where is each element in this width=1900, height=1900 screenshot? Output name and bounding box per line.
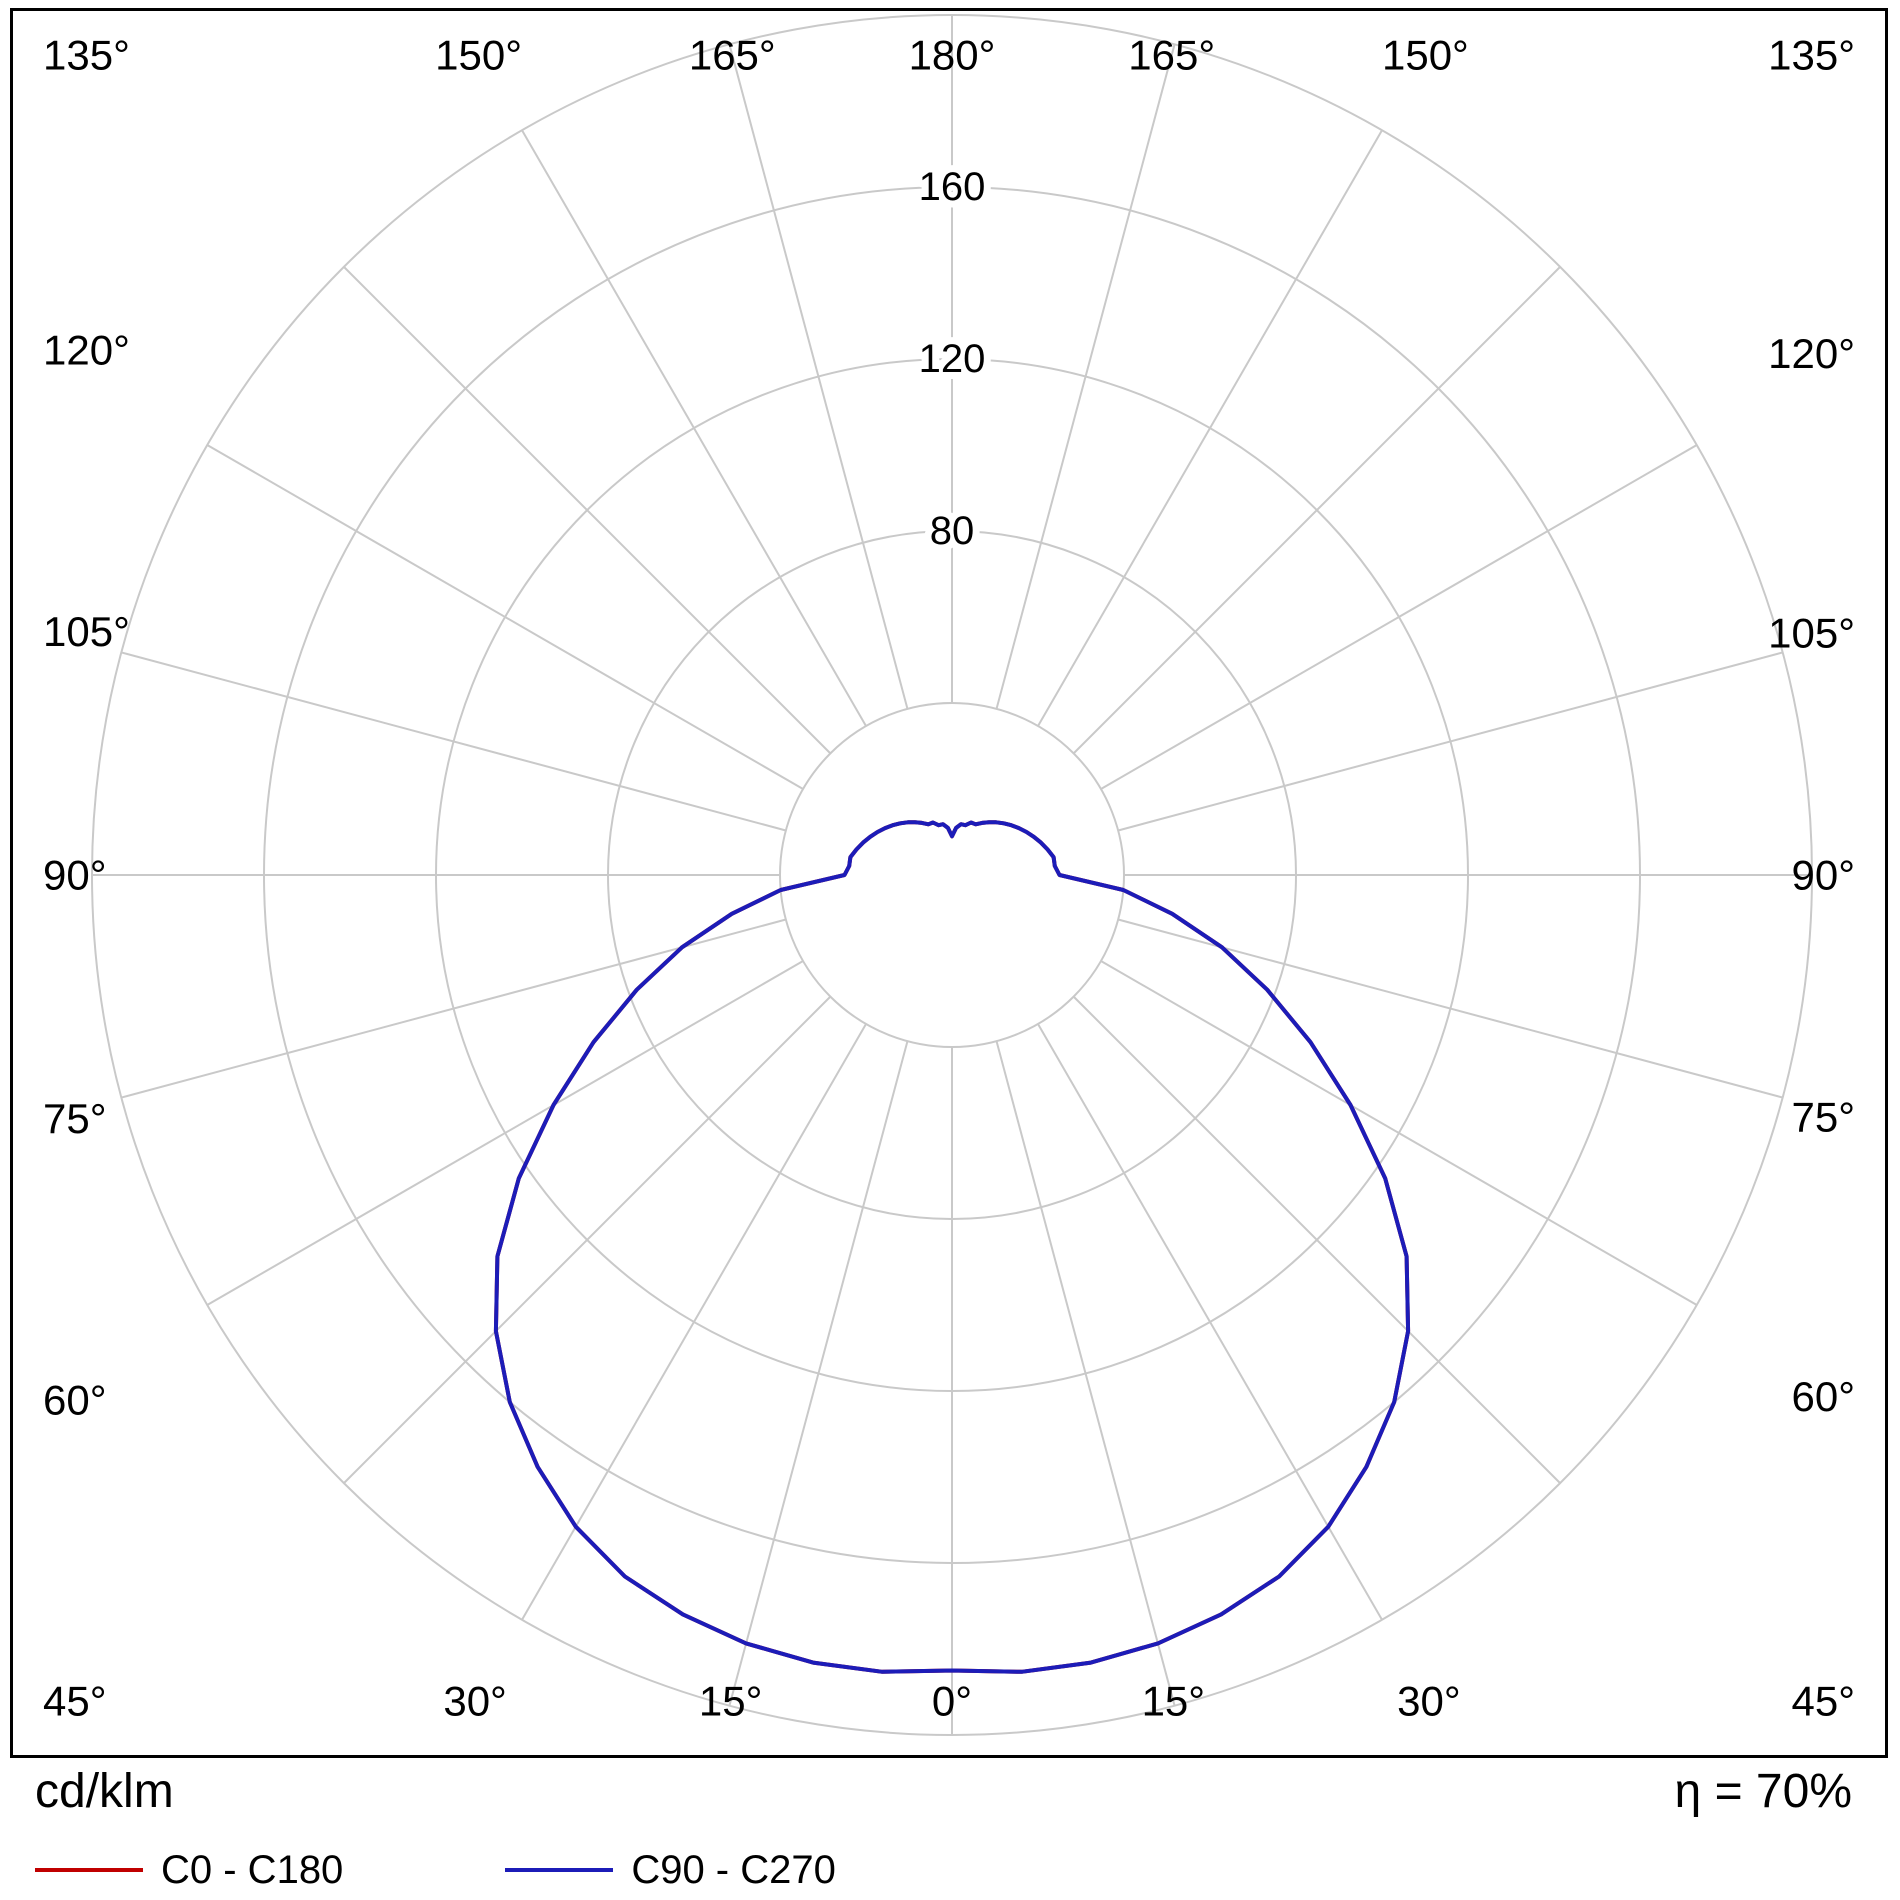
legend-item-c90-c270: C90 - C270 <box>505 1848 836 1893</box>
svg-text:120°: 120° <box>43 327 130 374</box>
svg-text:180°: 180° <box>909 32 996 79</box>
footer-row: cd/klm η = 70% <box>35 1764 1852 1818</box>
svg-text:30°: 30° <box>1397 1678 1461 1725</box>
legend-label-c0: C0 - C180 <box>161 1847 344 1892</box>
legend-label-c90: C90 - C270 <box>631 1847 836 1892</box>
svg-text:75°: 75° <box>43 1095 107 1142</box>
svg-text:150°: 150° <box>1382 32 1469 79</box>
unit-label: cd/klm <box>35 1764 174 1818</box>
svg-text:30°: 30° <box>443 1678 507 1725</box>
svg-text:90°: 90° <box>1791 852 1855 899</box>
svg-text:165°: 165° <box>689 32 776 79</box>
svg-text:60°: 60° <box>43 1376 107 1423</box>
svg-text:15°: 15° <box>699 1678 763 1725</box>
svg-text:45°: 45° <box>43 1678 107 1725</box>
svg-text:160: 160 <box>919 165 986 209</box>
svg-text:135°: 135° <box>1768 32 1855 79</box>
svg-text:0°: 0° <box>932 1678 972 1725</box>
polar-chart-frame: 0° 15° 15° 30° 30° 45° 45° 60° 60° 75° 75° 90° 90° 10… <box>10 8 1888 1758</box>
efficiency-label: η = 70% <box>1674 1764 1852 1818</box>
svg-text:135°: 135° <box>43 32 130 79</box>
svg-text:105°: 105° <box>1768 610 1855 657</box>
svg-text:150°: 150° <box>435 32 522 79</box>
legend-item-c0-c180: C0 - C180 <box>35 1848 343 1893</box>
legend-line-c0-icon <box>35 1868 143 1872</box>
svg-text:15°: 15° <box>1142 1678 1206 1725</box>
svg-text:90°: 90° <box>43 852 107 899</box>
legend: C0 - C180 C90 - C270 <box>35 1846 836 1894</box>
svg-text:45°: 45° <box>1791 1678 1855 1725</box>
legend-line-c90-icon <box>505 1868 614 1872</box>
svg-text:75°: 75° <box>1791 1093 1855 1140</box>
svg-text:120°: 120° <box>1768 330 1855 377</box>
svg-text:165°: 165° <box>1128 32 1215 79</box>
polar-chart: 0° 15° 15° 30° 30° 45° 45° 60° 60° 75° 75° 90° 90° 10… <box>43 14 1855 1736</box>
svg-text:60°: 60° <box>1791 1373 1855 1420</box>
svg-text:120: 120 <box>919 337 986 381</box>
svg-text:105°: 105° <box>43 608 130 655</box>
svg-text:80: 80 <box>930 509 975 553</box>
